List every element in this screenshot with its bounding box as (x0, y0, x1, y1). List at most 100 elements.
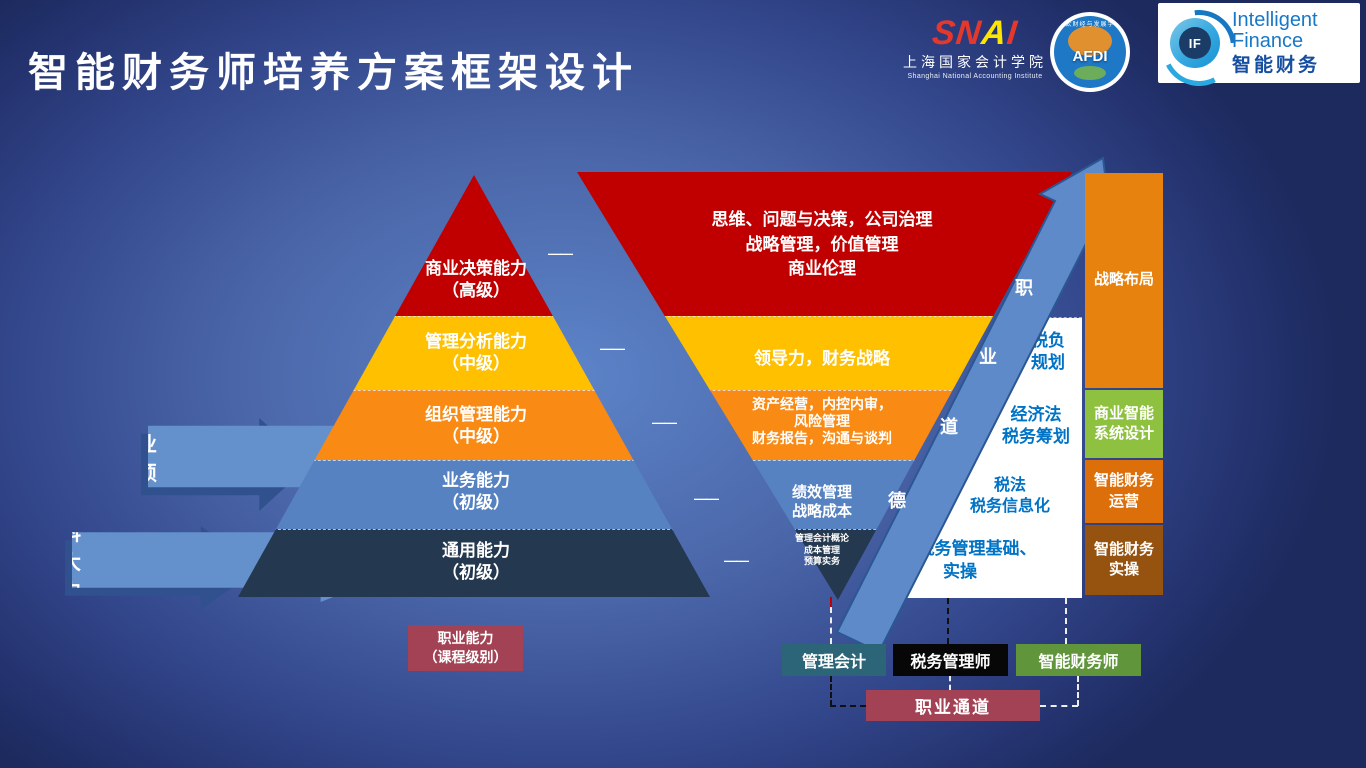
afdi-globe-north (1068, 26, 1112, 56)
capability-legend-box: 职业能力 （课程级别） (408, 625, 523, 671)
tax-track-line: 实操 (943, 561, 977, 581)
right-block-line: 智能财务 (1093, 472, 1154, 490)
funnel-label-line: 管理会计概论 (794, 533, 849, 543)
pyramid-label-line: 组织管理能力 (425, 405, 527, 424)
pyramid-label-line: （高级） (442, 281, 510, 301)
funnel-label-strategy: 思维、问题与决策，公司治理 战略管理，价值管理 商业伦理 (622, 208, 1022, 282)
snai-logo-icon: SNAI (898, 14, 1052, 52)
level-connector-dash: —— (652, 415, 677, 430)
pyramid-label-business: 业务能力 （初级） (326, 470, 626, 514)
snai-letter-i: I (1005, 14, 1020, 52)
right-block-line: 智能财务 (1093, 540, 1154, 558)
connector-funnel-tip-red (830, 597, 832, 607)
afdi-logo: 亚太财经与发展学院 AFDI (1050, 12, 1130, 92)
cert-label: 税务管理师 (910, 654, 991, 671)
masters-entry-label: 专业硕士 (137, 404, 159, 514)
connector-cert1-to-channel (830, 705, 866, 707)
if-circle-icon: IF (1170, 18, 1220, 68)
legend-line: 职业能力 (437, 630, 494, 647)
tax-track-line: 经济法 (1010, 405, 1062, 424)
cert-label: 管理会计 (801, 654, 866, 671)
right-block-line: 商业智能 (1093, 404, 1154, 422)
right-block-strategy-layout: 战略布局 (1085, 173, 1163, 388)
ethics-char-dao: 道 (940, 417, 958, 437)
connector-cert2-to-channel (949, 676, 951, 690)
right-block-line: 运营 (1108, 492, 1139, 510)
right-block-line: 战略布局 (1093, 271, 1154, 289)
funnel-label-leadership: 领导力，财务战略 (622, 344, 1022, 369)
afdi-globe-south (1074, 66, 1106, 80)
connector-cert1-down (830, 676, 832, 706)
funnel-label-foundation: 管理会计概论 成本管理 预算实务 (622, 533, 1022, 568)
snai-name-en: Shanghai National Accounting Institute (907, 73, 1043, 80)
tax-track-line: 规划 (1031, 353, 1065, 373)
level-connector-dash: —— (548, 246, 573, 261)
legend-line: （课程级别） (423, 649, 508, 665)
pyramid-band-general (238, 529, 710, 597)
pyramid-band-business (238, 460, 710, 529)
pyramid-label-line: 管理分析能力 (425, 332, 527, 351)
level-connector-dash: —— (694, 491, 719, 506)
pyramid-label-general: 通用能力 （初级） (326, 540, 626, 584)
tax-track-item-law: 经济法 税务筹划 (988, 404, 1084, 448)
right-block-line: 实操 (1108, 561, 1139, 578)
funnel-label-line: 战略管理，价值管理 (745, 234, 899, 254)
pyramid-label-line: 业务能力 (442, 471, 510, 490)
funnel-label-line: 成本管理 (803, 544, 840, 555)
connector-track-to-cert2 (947, 598, 949, 644)
connector-track-to-cert3 (1065, 598, 1067, 644)
undergrad-entry-label: 本科大中专 (61, 493, 83, 632)
connector-cert3-to-channel (1040, 705, 1078, 707)
afdi-acronym: AFDI (1072, 48, 1108, 65)
afdi-name-cn: 亚太财经与发展学院 (1058, 22, 1122, 28)
if-name-cn: 智能财务 (1232, 55, 1321, 76)
cert-intelligent-finance: 智能财务师 (1016, 644, 1141, 676)
pyramid-label-line: （初级） (442, 493, 510, 513)
pyramid-label-line: 通用能力 (442, 541, 510, 560)
tax-track-item-planning: 税负 规划 (1014, 330, 1082, 374)
cert-tax-manager: 税务管理师 (893, 644, 1008, 676)
tax-track-item-basics: 企业税务管理基础、 实操 (840, 538, 1080, 584)
tax-track-top-dash (1028, 317, 1082, 318)
if-badge: IF (1179, 27, 1211, 59)
funnel-label-line: 预算实务 (803, 556, 840, 567)
pyramid-label-line: 商业决策能力 (425, 259, 527, 278)
connector-cert3-down (1077, 676, 1079, 706)
funnel-label-line: 思维、问题与决策，公司治理 (711, 210, 933, 229)
if-name-line1: Intelligent (1232, 9, 1318, 31)
right-block-bi-design: 商业智能 系统设计 (1085, 390, 1163, 458)
connector-funnel-to-cert1 (830, 607, 832, 644)
level-connector-dash: —— (600, 341, 625, 356)
funnel-label-line: 领导力，财务战略 (754, 349, 890, 368)
career-channel-box: 职业通道 (866, 690, 1040, 721)
if-name-line2: Finance (1232, 30, 1304, 52)
snai-letters-sn: SN (930, 14, 984, 52)
right-block-line: 系统设计 (1093, 425, 1154, 442)
pyramid-label-line: （中级） (442, 427, 510, 447)
pyramid-label-line: （中级） (442, 354, 510, 374)
funnel-label-line: 商业伦理 (788, 259, 856, 279)
pyramid-label-analysis: 管理分析能力 （中级） (326, 331, 626, 375)
snai-logo: SNAI 上海国家会计学院 Shanghai National Accounti… (898, 14, 1052, 80)
snai-name-cn: 上海国家会计学院 (903, 55, 1047, 71)
ethics-char-de: 德 (888, 491, 906, 511)
tax-track-line: 税负 (1031, 331, 1065, 350)
right-block-if-practice: 智能财务 实操 (1085, 525, 1163, 595)
cert-management-accounting: 管理会计 (782, 644, 886, 676)
ethics-char-zhi: 职 (1015, 278, 1033, 298)
pyramid-label-decision: 商业决策能力 （高级） (326, 258, 626, 302)
level-connector-dash: —— (724, 553, 749, 568)
pyramid-label-organization: 组织管理能力 （中级） (326, 404, 626, 448)
career-channel-label: 职业通道 (915, 698, 991, 717)
tax-track-line: 企业税务管理基础、 (883, 539, 1037, 558)
afdi-globe-icon: 亚太财经与发展学院 AFDI (1054, 16, 1126, 88)
page-title: 智能财务师培养方案框架设计 (28, 49, 639, 96)
intelligent-finance-logo: IF Intelligent Finance 智能财务 (1147, 0, 1360, 99)
right-block-if-operations: 智能财务 运营 (1085, 460, 1163, 523)
pyramid-label-line: （初级） (442, 563, 510, 583)
funnel-label-line: 资产经营，内控内审， (752, 396, 892, 412)
if-wordmark: Intelligent Finance 智能财务 (1232, 9, 1321, 76)
tax-track-line: 税法 (993, 477, 1026, 494)
funnel-label-line: 风险管理 (794, 412, 850, 429)
